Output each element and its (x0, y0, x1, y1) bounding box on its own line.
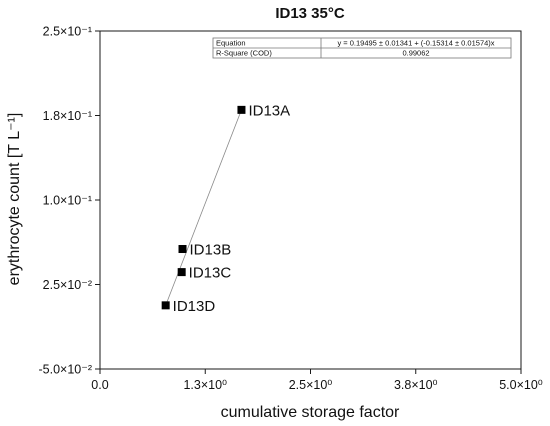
axis-ticks: 0.0 1.3×10⁰ 2.5×10⁰ 3.8×10⁰ 5.0×10⁰ -5.0×10⁻²… (38, 25, 542, 393)
plot-frame (99, 30, 522, 370)
plot-area-border (99, 30, 522, 370)
point-label: ID13D (173, 298, 216, 315)
data-points: ID13A ID13B ID13C ID13D (161, 102, 290, 315)
data-point (161, 301, 170, 310)
x-tick-label: 0.0 (91, 378, 108, 392)
data-point (237, 105, 246, 114)
y-axis-title: erythrocyte count [T L⁻¹] (6, 113, 23, 286)
y-tick-label: 2.5×10⁻² (43, 278, 92, 292)
point-label: ID13C (189, 265, 232, 282)
chart-title: ID13 35°C (275, 5, 345, 22)
y-tick-label: 2.5×10⁻¹ (43, 25, 92, 39)
data-point (177, 268, 186, 277)
fit-table-key: Equation (216, 39, 246, 48)
x-tick-label: 5.0×10⁰ (499, 378, 543, 392)
fit-table-value: 0.99062 (402, 49, 429, 58)
x-tick-label: 1.3×10⁰ (183, 378, 227, 392)
fit-table-key: R-Square (COD) (216, 49, 272, 58)
fit-table: Equation y = 0.19495 ± 0.01341 + (-0.1531… (212, 37, 512, 59)
x-tick-label: 3.8×10⁰ (394, 378, 438, 392)
point-label: ID13B (190, 242, 232, 259)
point-label: ID13A (248, 102, 290, 119)
data-point (178, 245, 187, 254)
y-tick-label: -5.0×10⁻² (38, 363, 92, 377)
y-tick-label: 1.8×10⁻¹ (43, 109, 92, 123)
x-tick-label: 2.5×10⁰ (289, 378, 333, 392)
y-tick-label: 1.0×10⁻¹ (43, 194, 92, 208)
fit-table-value: y = 0.19495 ± 0.01341 + (-0.15314 ± 0.01… (337, 39, 494, 48)
x-axis-title: cumulative storage factor (221, 404, 400, 421)
